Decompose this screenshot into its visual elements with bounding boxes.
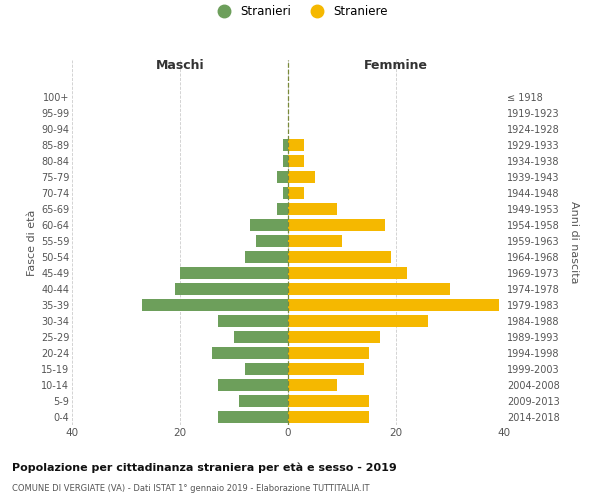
Bar xyxy=(212,347,288,359)
Bar xyxy=(288,155,304,167)
Y-axis label: Anni di nascita: Anni di nascita xyxy=(569,201,579,284)
Legend: Stranieri, Straniere: Stranieri, Straniere xyxy=(207,0,393,22)
Text: Popolazione per cittadinanza straniera per età e sesso - 2019: Popolazione per cittadinanza straniera p… xyxy=(12,462,397,473)
Bar xyxy=(288,187,304,199)
Bar xyxy=(288,395,369,407)
Bar xyxy=(256,235,288,247)
Bar xyxy=(245,251,288,263)
Bar xyxy=(283,155,288,167)
Bar xyxy=(180,267,288,279)
Bar xyxy=(218,379,288,391)
Bar xyxy=(283,139,288,151)
Bar xyxy=(288,267,407,279)
Bar xyxy=(277,203,288,215)
Bar xyxy=(288,379,337,391)
Bar xyxy=(288,235,342,247)
Bar xyxy=(288,347,369,359)
Bar xyxy=(288,171,315,183)
Bar xyxy=(218,315,288,327)
Bar xyxy=(288,251,391,263)
Bar xyxy=(288,411,369,423)
Bar xyxy=(288,331,380,343)
Text: Maschi: Maschi xyxy=(155,59,205,72)
Bar xyxy=(288,203,337,215)
Bar xyxy=(245,363,288,375)
Bar xyxy=(288,299,499,311)
Bar xyxy=(277,171,288,183)
Bar xyxy=(288,219,385,231)
Bar xyxy=(283,187,288,199)
Bar xyxy=(234,331,288,343)
Bar xyxy=(288,363,364,375)
Text: COMUNE DI VERGIATE (VA) - Dati ISTAT 1° gennaio 2019 - Elaborazione TUTTITALIA.I: COMUNE DI VERGIATE (VA) - Dati ISTAT 1° … xyxy=(12,484,370,493)
Y-axis label: Fasce di età: Fasce di età xyxy=(26,210,37,276)
Bar xyxy=(175,283,288,295)
Bar xyxy=(239,395,288,407)
Bar xyxy=(288,139,304,151)
Bar xyxy=(288,315,428,327)
Bar xyxy=(288,283,450,295)
Bar xyxy=(142,299,288,311)
Bar xyxy=(218,411,288,423)
Text: Femmine: Femmine xyxy=(364,59,428,72)
Bar xyxy=(250,219,288,231)
